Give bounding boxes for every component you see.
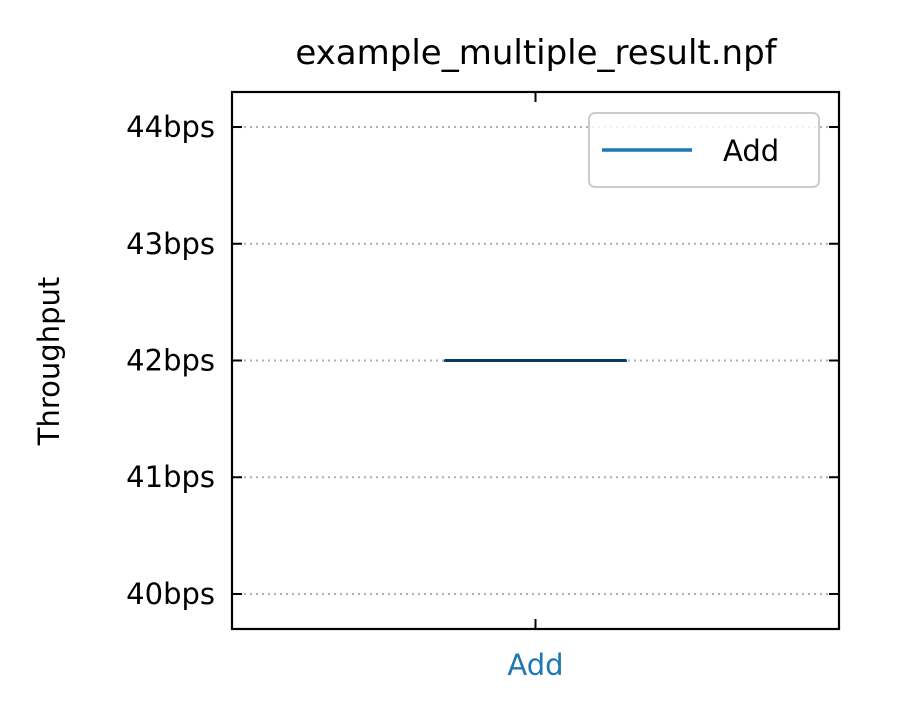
- x-ticks: Add: [507, 92, 564, 682]
- y-tick-label: 40bps: [126, 577, 215, 611]
- legend-label-add: Add: [723, 134, 779, 168]
- y-tick-label: 42bps: [126, 344, 215, 378]
- y-tick-label: 43bps: [126, 227, 215, 261]
- chart-title: example_multiple_result.npf: [295, 33, 777, 73]
- boxes: [443, 359, 628, 362]
- legend-frame: [588, 112, 820, 188]
- y-axis-label: Throughput: [32, 277, 66, 446]
- x-tick-label: Add: [507, 648, 563, 682]
- legend[interactable]: Add: [588, 112, 820, 188]
- y-ticks: 40bps 41bps 42bps 43bps 44bps: [126, 110, 839, 611]
- y-tick-label: 41bps: [126, 460, 215, 494]
- y-tick-label: 44bps: [126, 110, 215, 144]
